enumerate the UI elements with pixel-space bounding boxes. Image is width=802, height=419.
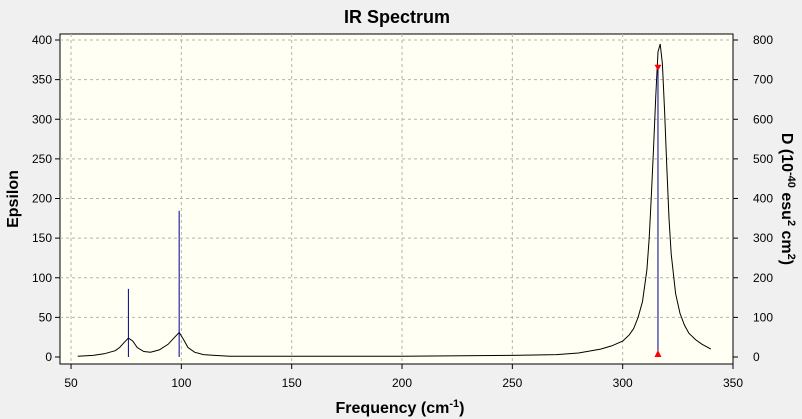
y-left-tick-label: 300: [32, 112, 52, 126]
y-right-tick-label: 200: [753, 271, 773, 285]
y-right-tick-label: 400: [753, 192, 773, 206]
x-tick-label: 250: [502, 376, 522, 390]
y-left-tick-label: 200: [32, 192, 52, 206]
y-right-tick-label: 500: [753, 152, 773, 166]
spectrum-line: [77, 43, 712, 357]
y-left-tick-label: 150: [32, 231, 52, 245]
peak-marker: [654, 350, 662, 357]
y-left-tick-label: 0: [45, 350, 52, 364]
y-right-tick-label: 100: [753, 310, 773, 324]
y-left-tick-label: 350: [32, 73, 52, 87]
x-tick-label: 150: [282, 376, 302, 390]
y-right-tick-label: 800: [753, 33, 773, 47]
peak-marker: [654, 64, 662, 71]
chart-title: IR Spectrum: [344, 7, 450, 27]
stick-layer: [127, 67, 659, 357]
y-right-tick-label: 600: [753, 112, 773, 126]
y-right-tick-label: 300: [753, 231, 773, 245]
y-right-tick-label: 0: [753, 350, 760, 364]
y-axis-label-right: D (10-40 esu2 cm2): [778, 133, 797, 265]
marker-layer: [654, 64, 662, 357]
y-left-tick-label: 400: [32, 33, 52, 47]
x-tick-label: 200: [392, 376, 412, 390]
axes-layer: 50 100 150 200 250 300 350 0 50 100 150 200 250 300 35…: [32, 33, 773, 390]
y-axis-label-left: Epsilon: [5, 170, 22, 228]
grid-lines: [60, 34, 733, 364]
x-tick-label: 300: [613, 376, 633, 390]
spectrum-layer: [77, 43, 712, 357]
x-tick-label: 50: [64, 376, 78, 390]
x-tick-label: 350: [723, 376, 743, 390]
y-left-tick-label: 250: [32, 152, 52, 166]
x-axis-label: Frequency (cm-1): [336, 398, 465, 417]
y-left-tick-label: 50: [39, 310, 53, 324]
y-left-tick-label: 100: [32, 271, 52, 285]
x-tick-label: 100: [171, 376, 191, 390]
y-right-tick-label: 700: [753, 73, 773, 87]
